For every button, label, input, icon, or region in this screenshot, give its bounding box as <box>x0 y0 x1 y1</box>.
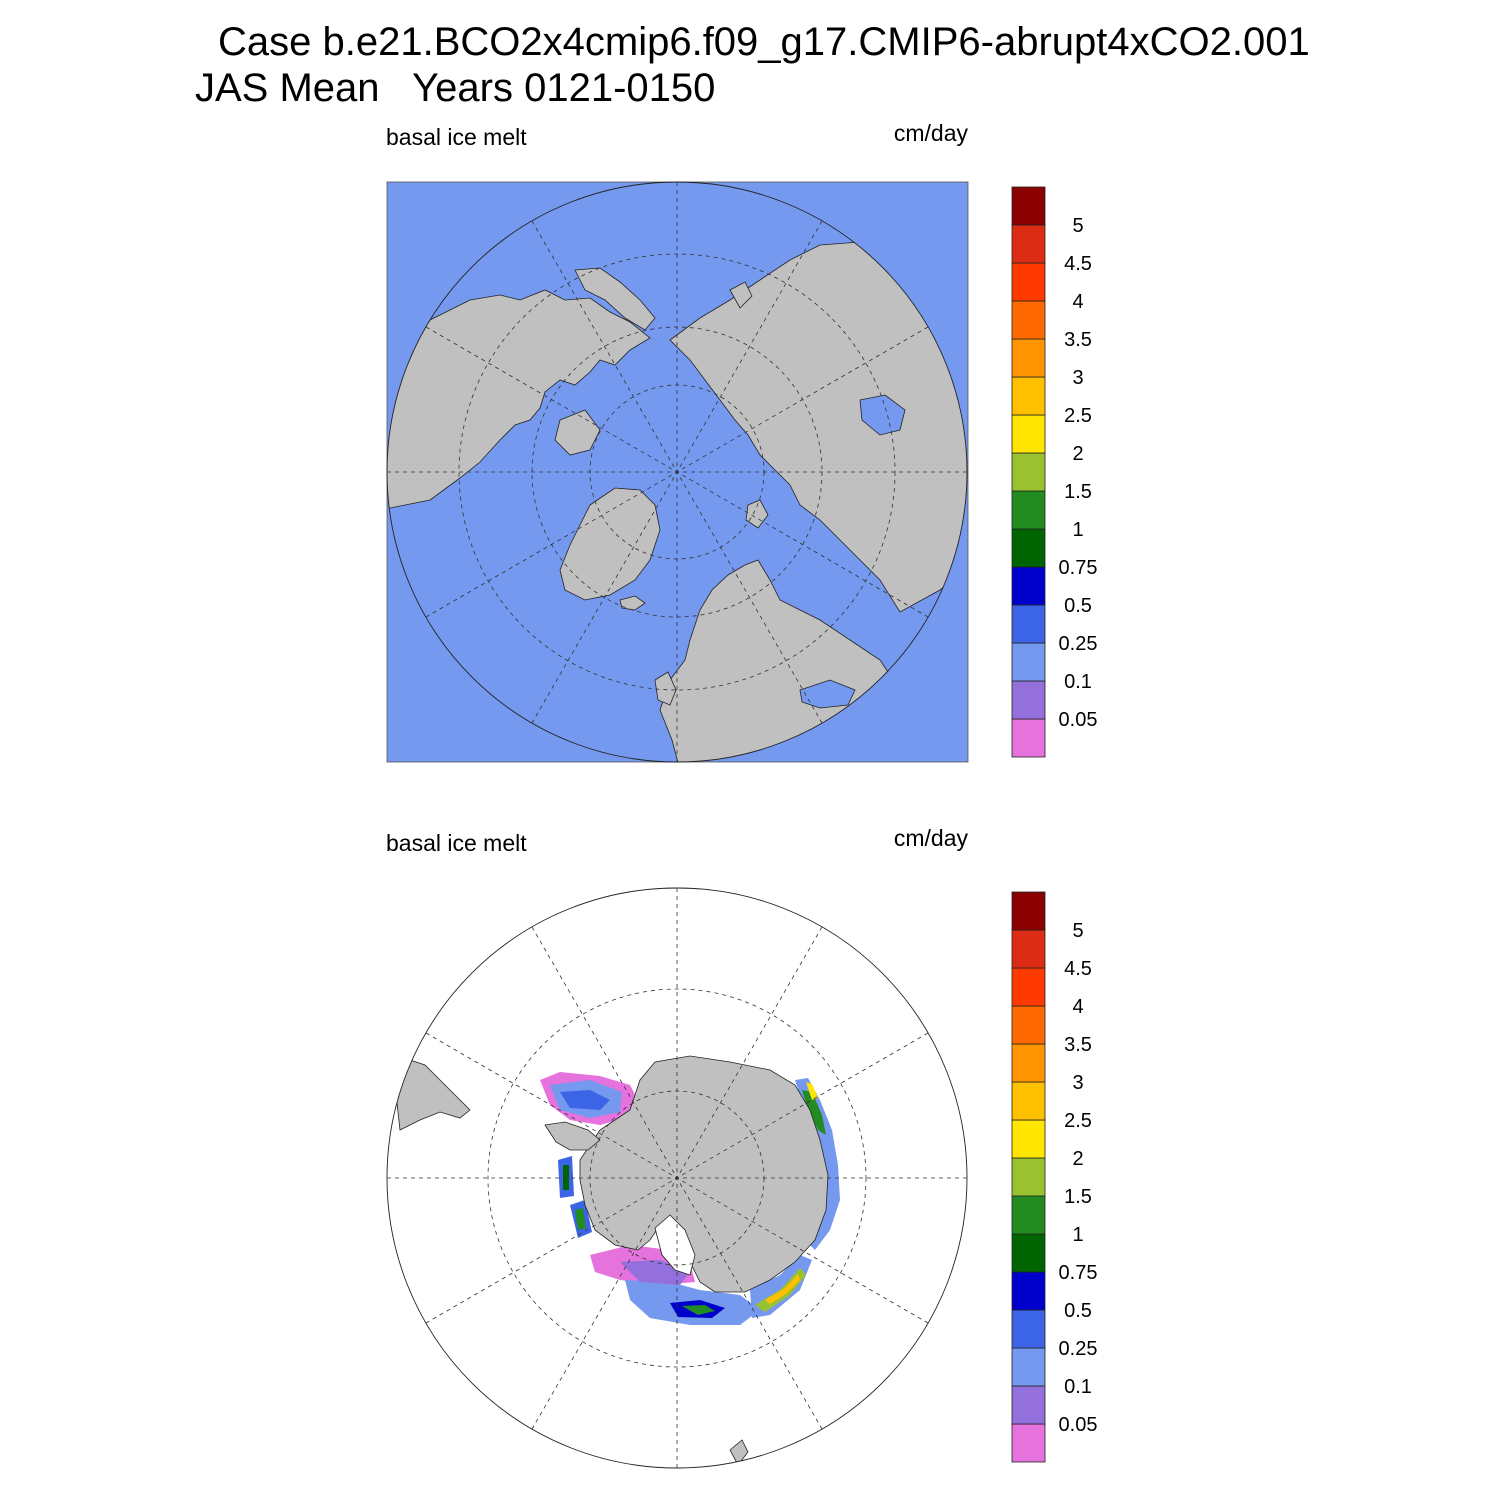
north-colorbar-tick-label: 2 <box>1072 443 1083 465</box>
north-colorbar-tick-label: 4.5 <box>1064 253 1092 275</box>
title-line-1: Case b.e21.BCO2x4cmip6.f09_g17.CMIP6-abr… <box>218 20 1310 64</box>
south-colorbar-tick-label: 3.5 <box>1064 1034 1092 1056</box>
north-colorbar-box <box>1011 186 1046 226</box>
land-novaya-zemlya <box>729 281 753 309</box>
south-panel-variable-label: basal ice melt <box>386 830 527 856</box>
north-graticule <box>387 182 967 762</box>
south-colorbar-box <box>1011 1081 1046 1121</box>
south-colorbar-tick-label: 0.5 <box>1064 1300 1092 1322</box>
hudson-bay <box>859 394 906 436</box>
south-colorbar-box <box>1011 1347 1046 1387</box>
south-colorbar-tick-label: 0.1 <box>1064 1376 1092 1398</box>
land-antarctica <box>579 1055 829 1293</box>
south-colorbar-box <box>1011 1423 1046 1463</box>
north-colorbar-box <box>1011 414 1046 454</box>
north-colorbar-box <box>1011 262 1046 302</box>
south-colorbar-box <box>1011 967 1046 1007</box>
north-colorbar-box <box>1011 338 1046 378</box>
land-greenland <box>559 487 661 601</box>
land-svalbard <box>745 499 769 529</box>
south-colorbar-tick-label: 2 <box>1072 1148 1083 1170</box>
melt-right-coast-yellow <box>806 1082 818 1100</box>
north-colorbar-tick-label: 2.5 <box>1064 405 1092 427</box>
north-colorbar-box <box>1011 604 1046 644</box>
north-colorbar-box <box>1011 224 1046 264</box>
south-colorbar-box <box>1011 891 1046 931</box>
mediterranean <box>799 679 856 709</box>
south-colorbar-tick-label: 3 <box>1072 1072 1083 1094</box>
north-colorbar-tick-label: 0.05 <box>1059 709 1098 731</box>
north-colorbar-tick-label: 1.5 <box>1064 481 1092 503</box>
land-north-america <box>669 241 967 613</box>
south-panel-units-label: cm/day <box>893 825 968 851</box>
land-british-isles <box>654 671 677 706</box>
north-colorbar-box <box>1011 376 1046 416</box>
south-colorbar-box <box>1011 1309 1046 1349</box>
ross-ice-shelf <box>654 1214 696 1276</box>
land-south-america <box>394 1059 471 1131</box>
south-colorbar-box <box>1011 1233 1046 1273</box>
north-colorbar: 0.05 0.1 0.25 0.5 0.75 1 1.5 2 2.5 3 3.5 4 4.5 5 <box>1011 186 1098 758</box>
north-colorbar-box <box>1011 452 1046 492</box>
north-polar-map <box>386 181 969 763</box>
north-landmasses <box>387 241 967 762</box>
south-polar-map <box>386 887 968 1469</box>
south-colorbar-box <box>1011 1385 1046 1425</box>
north-colorbar-tick-label: 3.5 <box>1064 329 1092 351</box>
melt-amundsen-core <box>575 1208 586 1230</box>
north-colorbar-tick-label: 1 <box>1072 519 1083 541</box>
south-colorbar-tick-label: 0.05 <box>1059 1414 1098 1436</box>
land-beringia <box>574 267 656 331</box>
north-colorbar-box <box>1011 528 1046 568</box>
south-colorbar-box <box>1011 929 1046 969</box>
north-panel-variable-label: basal ice melt <box>386 124 527 150</box>
south-colorbar: 0.05 0.1 0.25 0.5 0.75 1 1.5 2 2.5 3 3.5 4 4.5 5 <box>1011 891 1098 1463</box>
melt-peninsula-core <box>563 1165 569 1190</box>
south-colorbar-box <box>1011 1005 1046 1045</box>
north-colorbar-box <box>1011 718 1046 758</box>
title-line-2: JAS Mean Years 0121-0150 <box>195 66 716 110</box>
south-colorbar-tick-label: 0.25 <box>1059 1338 1098 1360</box>
north-colorbar-tick-label: 3 <box>1072 367 1083 389</box>
south-colorbar-box <box>1011 1157 1046 1197</box>
land-antarctic-peninsula <box>544 1121 601 1151</box>
land-arctic-islands <box>554 409 601 456</box>
melt-right-coast-blue <box>795 1078 840 1250</box>
south-colorbar-box <box>1011 1271 1046 1311</box>
south-colorbar-tick-label: 4 <box>1072 996 1083 1018</box>
north-colorbar-box <box>1011 642 1046 682</box>
north-colorbar-tick-label: 0.1 <box>1064 671 1092 693</box>
north-colorbar-tick-label: 5 <box>1072 215 1083 237</box>
north-panel-units-label: cm/day <box>893 120 968 146</box>
north-colorbar-tick-label: 0.25 <box>1059 633 1098 655</box>
south-colorbar-tick-label: 2.5 <box>1064 1110 1092 1132</box>
land-new-zealand <box>729 1439 749 1466</box>
north-colorbar-box <box>1011 300 1046 340</box>
south-colorbar-tick-label: 1 <box>1072 1224 1083 1246</box>
land-iceland <box>619 595 646 611</box>
melt-ross-green <box>682 1305 715 1315</box>
melt-weddell-core <box>560 1090 610 1110</box>
land-siberia <box>387 289 651 511</box>
melt-east-coast-yellow <box>765 1274 800 1304</box>
north-colorbar-tick-label: 4 <box>1072 291 1083 313</box>
south-colorbar-box <box>1011 1043 1046 1083</box>
north-colorbar-box <box>1011 680 1046 720</box>
south-graticule <box>387 888 967 1468</box>
south-colorbar-tick-label: 1.5 <box>1064 1186 1092 1208</box>
south-colorbar-tick-label: 0.75 <box>1059 1262 1098 1284</box>
melt-right-coast-core <box>802 1090 826 1135</box>
south-colorbar-tick-label: 4.5 <box>1064 958 1092 980</box>
south-colorbar-tick-label: 5 <box>1072 920 1083 942</box>
north-colorbar-tick-label: 0.5 <box>1064 595 1092 617</box>
south-features <box>394 1055 840 1466</box>
south-colorbar-box <box>1011 1119 1046 1159</box>
north-colorbar-tick-label: 0.75 <box>1059 557 1098 579</box>
north-colorbar-box <box>1011 490 1046 530</box>
south-colorbar-box <box>1011 1195 1046 1235</box>
north-colorbar-box <box>1011 566 1046 606</box>
